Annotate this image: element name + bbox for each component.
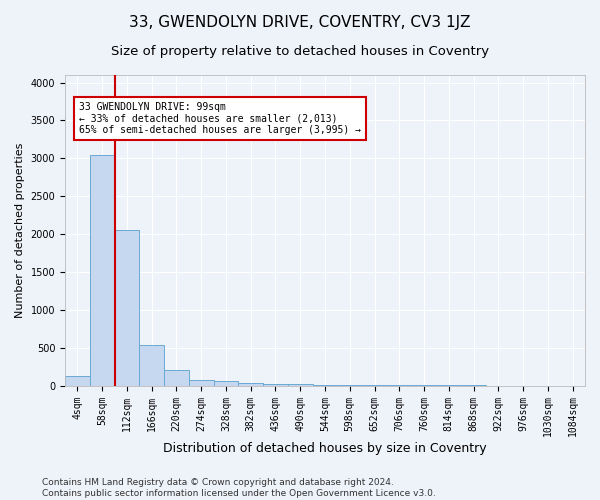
Bar — [238, 383, 263, 386]
Text: Contains HM Land Registry data © Crown copyright and database right 2024.
Contai: Contains HM Land Registry data © Crown c… — [42, 478, 436, 498]
Bar — [164, 370, 189, 386]
Bar — [65, 376, 90, 386]
Y-axis label: Number of detached properties: Number of detached properties — [15, 142, 25, 318]
Bar — [337, 385, 362, 386]
Bar — [214, 382, 238, 386]
Bar — [115, 230, 139, 386]
Bar — [139, 344, 164, 386]
Bar — [288, 384, 313, 386]
Text: 33, GWENDOLYN DRIVE, COVENTRY, CV3 1JZ: 33, GWENDOLYN DRIVE, COVENTRY, CV3 1JZ — [129, 15, 471, 30]
Text: Size of property relative to detached houses in Coventry: Size of property relative to detached ho… — [111, 45, 489, 58]
Bar — [263, 384, 288, 386]
Text: 33 GWENDOLYN DRIVE: 99sqm
← 33% of detached houses are smaller (2,013)
65% of se: 33 GWENDOLYN DRIVE: 99sqm ← 33% of detac… — [79, 102, 361, 134]
Bar — [90, 154, 115, 386]
Bar — [189, 380, 214, 386]
X-axis label: Distribution of detached houses by size in Coventry: Distribution of detached houses by size … — [163, 442, 487, 455]
Bar — [313, 384, 337, 386]
